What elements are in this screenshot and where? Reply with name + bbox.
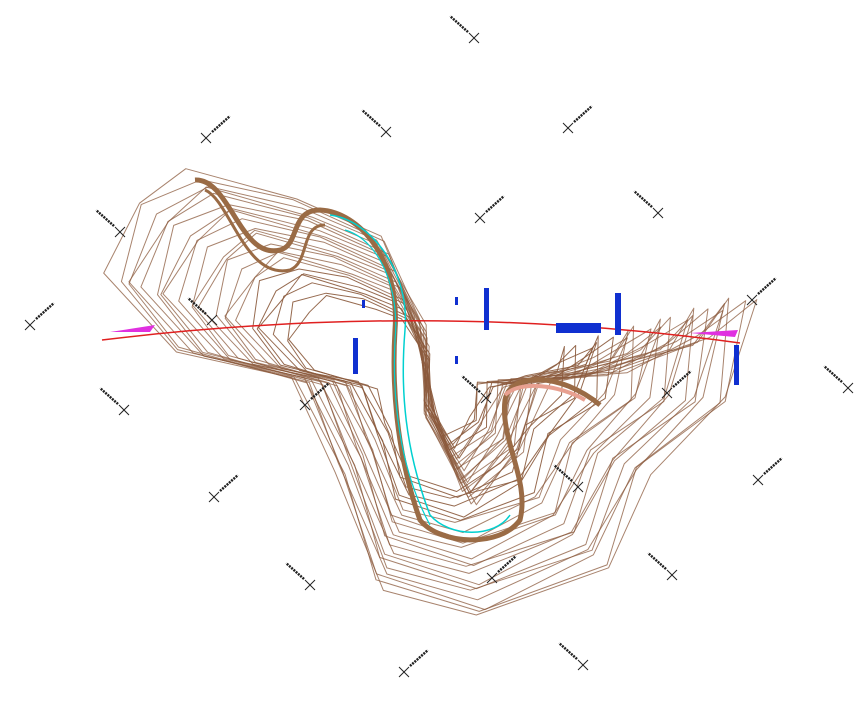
grid-cross xyxy=(752,457,783,486)
grid-cross xyxy=(200,115,231,144)
grid-cross xyxy=(99,387,130,416)
grid-cross xyxy=(95,209,126,238)
grid-cross xyxy=(562,105,593,134)
grid-cross xyxy=(823,365,854,394)
grid-cross xyxy=(647,552,678,581)
contour-line xyxy=(103,168,758,616)
grid-cross xyxy=(285,562,316,591)
grid-cross xyxy=(187,297,218,326)
contour-line xyxy=(140,192,724,591)
river-banks xyxy=(194,177,602,543)
grid-cross xyxy=(474,195,505,224)
contours xyxy=(103,168,758,616)
grid-cross xyxy=(746,277,777,306)
grid-cross xyxy=(486,555,517,584)
grid-marks xyxy=(24,15,854,678)
grid-cross xyxy=(449,15,480,44)
grid-cross xyxy=(208,474,239,503)
grid-cross xyxy=(24,302,55,331)
bars xyxy=(353,288,739,385)
grid-cross xyxy=(398,649,429,678)
grid-cross xyxy=(553,464,584,493)
grid-cross xyxy=(661,370,692,399)
grid-cross xyxy=(461,375,492,404)
road xyxy=(101,320,741,344)
grid-cross xyxy=(361,109,392,138)
grid-cross xyxy=(633,190,664,219)
grid-cross xyxy=(558,642,589,671)
grid-cross xyxy=(299,382,330,411)
